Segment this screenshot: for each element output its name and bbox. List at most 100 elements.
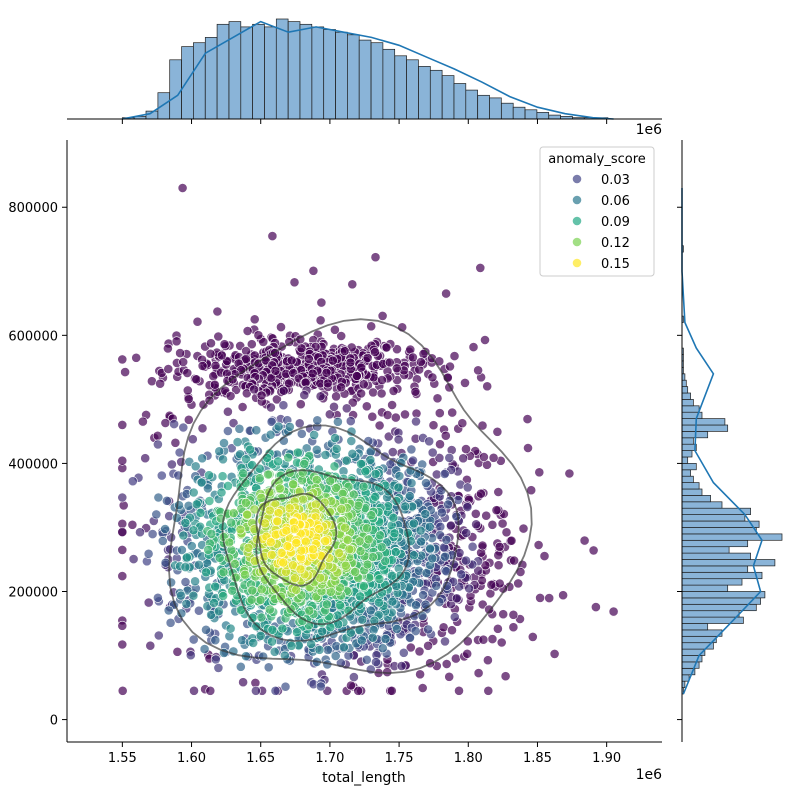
scatter-point — [414, 646, 425, 657]
scatter-point — [591, 602, 601, 612]
top-marginal-kde — [122, 20, 614, 120]
scatter-point — [255, 630, 266, 641]
scatter-point — [312, 415, 323, 426]
scatter-point — [178, 357, 189, 367]
scatter-point — [456, 569, 467, 580]
scatter-point — [235, 524, 246, 535]
scatter-point — [424, 436, 435, 447]
scatter-point — [162, 343, 173, 354]
scatter-point — [286, 640, 297, 651]
scatter-point — [226, 517, 237, 528]
x-offset-label: 1e6 — [636, 767, 663, 783]
scatter-point — [161, 495, 172, 506]
scatter-point — [380, 634, 391, 644]
scatter-point — [467, 541, 478, 552]
scatter-point — [266, 416, 277, 427]
scatter-point — [227, 585, 238, 596]
scatter-point — [117, 545, 128, 555]
scatter-point — [346, 680, 356, 691]
scatter-point — [407, 352, 418, 363]
scatter-point — [348, 672, 359, 682]
legend-label: 0.06 — [601, 194, 630, 209]
scatter-point — [478, 452, 489, 462]
scatter-point — [322, 599, 332, 610]
scatter-point — [228, 508, 239, 518]
scatter-point — [191, 374, 202, 385]
right-histogram-bar — [681, 623, 709, 631]
y-tick-label: 0 — [50, 714, 58, 729]
scatter-point — [336, 382, 346, 393]
x-tick-label: 1.65 — [246, 751, 275, 766]
scatter-point — [408, 550, 419, 561]
scatter-point — [183, 500, 194, 511]
scatter-point — [449, 612, 460, 622]
scatter-point — [336, 504, 347, 514]
scatter-point — [498, 609, 509, 620]
scatter-point — [278, 400, 289, 411]
scatter-point — [388, 512, 399, 523]
scatter-point — [363, 534, 374, 545]
scatter-point — [391, 624, 402, 634]
scatter-point — [486, 579, 497, 590]
scatter-point — [411, 416, 421, 427]
scatter-point — [462, 502, 473, 512]
scatter-point — [362, 352, 373, 363]
scatter-point — [222, 406, 233, 417]
scatter-point — [387, 596, 398, 607]
scatter-point — [292, 447, 303, 458]
scatter-point — [331, 391, 341, 402]
scatter-point — [351, 371, 362, 381]
scatter-point — [178, 530, 189, 541]
scatter-point — [608, 606, 619, 617]
scatter-point — [238, 677, 248, 688]
scatter-point — [135, 527, 145, 538]
scatter-point — [425, 543, 435, 554]
top-histogram-bar — [193, 42, 206, 120]
scatter-point — [172, 646, 183, 657]
scatter-point — [213, 331, 224, 342]
scatter-point — [315, 391, 326, 402]
scatter-point — [250, 685, 261, 696]
scatter-point — [280, 681, 291, 692]
scatter-point — [197, 453, 208, 464]
scatter-point — [248, 638, 259, 648]
scatter-point — [458, 453, 469, 464]
scatter-point — [152, 439, 163, 450]
scatter-point — [203, 544, 214, 555]
scatter-point — [427, 447, 438, 458]
scatter-point — [421, 478, 431, 488]
scatter-point — [475, 488, 486, 499]
scatter-point — [316, 297, 327, 308]
scatter-point — [182, 385, 193, 396]
scatter-point — [508, 609, 519, 620]
top-histogram-bar — [323, 29, 336, 120]
scatter-point — [483, 685, 494, 696]
right-histogram-bar — [681, 386, 689, 394]
scatter-point — [166, 577, 176, 588]
scatter-point — [242, 326, 253, 336]
scatter-point — [408, 518, 419, 529]
scatter-point — [416, 536, 426, 547]
y-tick-label: 400000 — [8, 457, 58, 472]
scatter-point — [389, 528, 400, 539]
top-histogram-bar — [264, 26, 277, 120]
scatter-point — [367, 411, 378, 422]
scatter-point — [314, 524, 324, 534]
scatter-point — [185, 650, 196, 661]
scatter-point — [392, 344, 402, 355]
right-histogram-bar — [681, 591, 766, 599]
scatter-point — [380, 556, 391, 566]
scatter-point — [263, 662, 274, 673]
scatter-point — [273, 421, 284, 432]
scatter-point — [544, 593, 555, 603]
scatter-point — [163, 364, 174, 374]
scatter-point — [153, 492, 164, 503]
scatter-point — [374, 574, 385, 584]
scatter-point — [188, 590, 199, 601]
scatter-point — [218, 567, 229, 578]
scatter-point — [434, 597, 445, 607]
scatter-point — [506, 535, 517, 546]
right-histogram-bar — [681, 424, 729, 432]
right-histogram-bar — [681, 399, 694, 407]
